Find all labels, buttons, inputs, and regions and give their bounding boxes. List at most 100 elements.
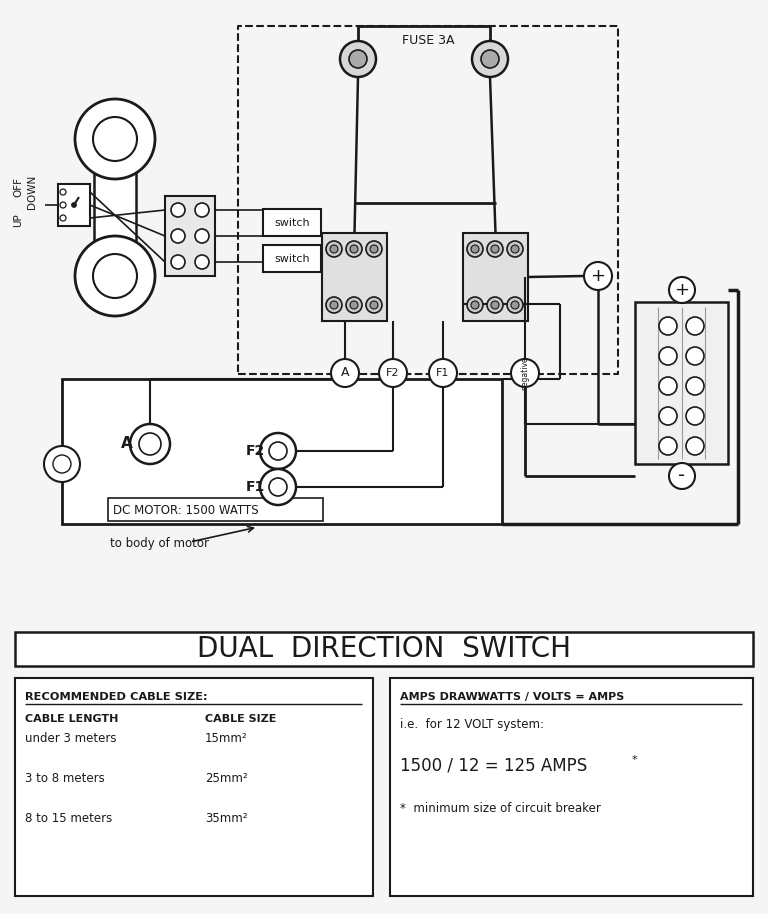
- Circle shape: [659, 377, 677, 395]
- Circle shape: [491, 245, 499, 253]
- Text: FUSE 3A: FUSE 3A: [402, 34, 454, 47]
- Circle shape: [330, 245, 338, 253]
- Circle shape: [130, 424, 170, 464]
- Circle shape: [511, 245, 519, 253]
- Circle shape: [171, 255, 185, 269]
- Bar: [94, 139, 136, 276]
- Text: 8 to 15 meters: 8 to 15 meters: [25, 812, 112, 825]
- Bar: [15, 632, 753, 666]
- Circle shape: [669, 277, 695, 303]
- Circle shape: [326, 241, 342, 257]
- Circle shape: [686, 347, 704, 365]
- Circle shape: [93, 254, 137, 298]
- Circle shape: [53, 455, 71, 473]
- Circle shape: [366, 297, 382, 313]
- Bar: [390, 678, 753, 896]
- Text: F1: F1: [436, 368, 450, 378]
- Text: A: A: [341, 367, 349, 379]
- Text: 1500 / 12 = 125 AMPS: 1500 / 12 = 125 AMPS: [400, 756, 588, 774]
- Circle shape: [471, 301, 479, 309]
- Circle shape: [350, 245, 358, 253]
- Bar: [322, 233, 387, 321]
- Circle shape: [346, 241, 362, 257]
- Text: DC MOTOR: 1500 WATTS: DC MOTOR: 1500 WATTS: [113, 504, 259, 516]
- Text: CABLE SIZE: CABLE SIZE: [205, 714, 276, 724]
- Text: F2: F2: [386, 368, 400, 378]
- Circle shape: [686, 437, 704, 455]
- Circle shape: [71, 203, 77, 207]
- Text: 25mm²: 25mm²: [205, 772, 247, 785]
- Circle shape: [75, 99, 155, 179]
- Circle shape: [366, 241, 382, 257]
- Circle shape: [75, 236, 155, 316]
- Circle shape: [467, 241, 483, 257]
- Circle shape: [60, 202, 66, 208]
- Circle shape: [139, 433, 161, 455]
- Text: OFF: OFF: [13, 177, 23, 197]
- Bar: [263, 209, 321, 236]
- Circle shape: [260, 469, 296, 505]
- Text: -: -: [678, 466, 686, 485]
- Text: 15mm²: 15mm²: [205, 732, 247, 745]
- Circle shape: [659, 437, 677, 455]
- Circle shape: [511, 359, 539, 387]
- Bar: [108, 498, 323, 521]
- Circle shape: [195, 255, 209, 269]
- Circle shape: [195, 203, 209, 217]
- Circle shape: [471, 245, 479, 253]
- Circle shape: [487, 297, 503, 313]
- Circle shape: [659, 407, 677, 425]
- Bar: [263, 245, 321, 272]
- Circle shape: [429, 359, 457, 387]
- Text: CABLE LENGTH: CABLE LENGTH: [25, 714, 118, 724]
- Circle shape: [491, 301, 499, 309]
- Circle shape: [260, 433, 296, 469]
- Circle shape: [686, 317, 704, 335]
- Circle shape: [669, 463, 695, 489]
- Circle shape: [467, 297, 483, 313]
- Text: *  minimum size of circuit breaker: * minimum size of circuit breaker: [400, 802, 601, 815]
- Bar: [635, 302, 728, 464]
- Circle shape: [93, 117, 137, 161]
- Text: AMPS DRAW:: AMPS DRAW:: [400, 692, 482, 702]
- Text: switch: switch: [274, 218, 310, 228]
- Circle shape: [370, 301, 378, 309]
- Circle shape: [346, 297, 362, 313]
- Circle shape: [60, 215, 66, 221]
- Circle shape: [507, 297, 523, 313]
- Circle shape: [379, 359, 407, 387]
- Circle shape: [584, 262, 612, 290]
- Text: negative: negative: [521, 356, 529, 389]
- Text: +: +: [674, 281, 690, 299]
- Circle shape: [481, 50, 499, 68]
- Circle shape: [340, 41, 376, 77]
- Text: UP: UP: [13, 213, 23, 227]
- Text: to body of motor: to body of motor: [110, 537, 209, 550]
- Circle shape: [659, 317, 677, 335]
- Bar: [62, 379, 502, 524]
- Bar: [463, 233, 528, 321]
- Circle shape: [60, 189, 66, 195]
- Circle shape: [350, 301, 358, 309]
- Circle shape: [171, 203, 185, 217]
- Text: A: A: [121, 437, 133, 452]
- Bar: [165, 196, 215, 276]
- Circle shape: [511, 301, 519, 309]
- Circle shape: [507, 241, 523, 257]
- Circle shape: [487, 241, 503, 257]
- Circle shape: [686, 407, 704, 425]
- Circle shape: [349, 50, 367, 68]
- Text: switch: switch: [274, 253, 310, 263]
- Circle shape: [269, 442, 287, 460]
- Text: +: +: [591, 267, 605, 285]
- Text: F2: F2: [245, 444, 265, 458]
- Circle shape: [326, 297, 342, 313]
- Text: WATTS / VOLTS = AMPS: WATTS / VOLTS = AMPS: [470, 692, 624, 702]
- Bar: [15, 678, 373, 896]
- Circle shape: [659, 347, 677, 365]
- Circle shape: [195, 229, 209, 243]
- Text: F1: F1: [245, 480, 265, 494]
- Text: 35mm²: 35mm²: [205, 812, 247, 825]
- Text: i.e.  for 12 VOLT system:: i.e. for 12 VOLT system:: [400, 718, 544, 731]
- Circle shape: [686, 377, 704, 395]
